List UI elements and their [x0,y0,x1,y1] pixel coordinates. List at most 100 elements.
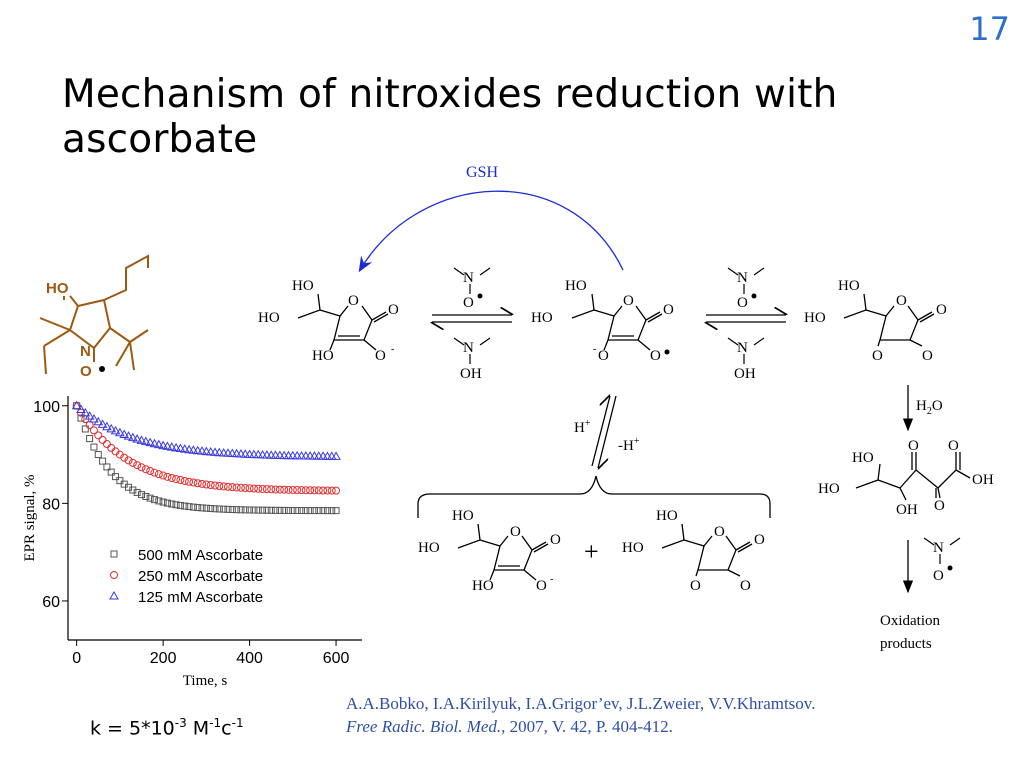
data-point-circle [98,435,107,444]
data-point-circle [319,486,328,495]
data-point-circle [241,484,250,493]
svg-text:O: O [948,438,959,454]
data-point-triangle [89,414,99,423]
data-point-square [103,463,111,471]
data-point-circle [206,481,215,490]
data-point-square [172,501,180,509]
legend-label: 125 mM Ascorbate [138,589,263,606]
data-point-circle [228,483,237,492]
svg-text:H2O: H2O [916,398,943,417]
svg-text:HO: HO [472,578,494,594]
svg-text:HO: HO [531,310,553,326]
data-point-circle [219,482,228,491]
y-tick-label: 80 [42,496,60,513]
gsh-recycling-arrow: GSH [358,164,624,273]
data-point-triangle [158,440,168,450]
data-point-square [315,507,323,515]
plus-sign: + [584,537,599,566]
data-point-triangle [123,431,134,440]
data-point-triangle [71,400,82,410]
legend-marker-circle [110,571,118,579]
data-point-square [254,506,262,514]
svg-text:Oxidation: Oxidation [880,613,940,629]
data-point-circle [327,486,336,495]
data-point-triangle [179,444,190,453]
data-point-circle [262,485,271,494]
x-tick-label: 600 [323,650,350,667]
legend-marker-triangle [109,590,119,600]
svg-text:-: - [391,344,394,355]
data-point-square [155,497,163,505]
data-point-square [150,496,158,504]
data-point-square [116,477,124,485]
data-point-circle [85,420,94,429]
data-point-circle [297,486,306,495]
nitroxide-o-label: O [80,363,92,380]
data-point-square [189,503,197,511]
svg-text:O: O [936,302,947,318]
reference-source: Free Radic. Biol. Med., 2007, V. 42, P. … [346,715,815,738]
data-point-square [276,506,284,514]
data-point-square [138,491,145,499]
ascorbyl-radical-molecule: HO HO O - O O O [531,278,674,364]
data-point-square [259,506,267,514]
data-point-circle [154,470,163,479]
data-point-circle [159,471,168,480]
svg-text:O: O [754,532,765,548]
equilibrium-arrows-1: N O N OH [432,267,512,382]
data-point-triangle [97,419,108,428]
svg-text:OH: OH [460,366,482,382]
equilibrium-arrows-2: N O N OH [706,267,786,382]
data-point-circle [232,483,241,492]
data-point-square [285,506,292,514]
svg-text:O: O [598,348,609,364]
data-point-square [185,503,193,511]
data-point-triangle [102,421,112,431]
svg-text:HO: HO [565,278,587,294]
svg-text:HO: HO [838,278,860,294]
data-point-square [163,499,171,507]
data-point-triangle [145,437,156,447]
data-point-square [237,506,245,514]
rate-constant: k = 5*10-3 M-1c-1 [90,716,244,740]
data-point-circle [267,485,276,494]
data-point-circle [193,479,202,488]
data-point-circle [133,461,142,470]
x-tick-label: 400 [236,650,263,667]
data-point-circle [124,456,133,465]
data-point-circle [167,473,176,482]
svg-text:OH: OH [734,366,756,382]
data-point-square [272,506,280,514]
data-point-square [86,435,94,443]
data-point-circle [176,476,185,485]
data-point-triangle [140,436,151,446]
data-point-circle [306,486,315,495]
data-point-square [280,506,288,514]
data-point-circle [288,485,297,494]
svg-text:O: O [934,498,945,514]
data-point-square [176,501,184,509]
data-point-circle [249,484,258,493]
data-point-square [159,498,167,506]
y-tick-label: 60 [42,594,60,611]
data-point-square [107,468,115,476]
data-point-square [302,507,310,515]
data-point-square [77,414,85,422]
radical-dot [99,366,105,372]
data-point-square [168,500,176,508]
svg-text:N: N [463,270,474,286]
data-point-square [194,504,202,512]
y-tick-label: 100 [33,399,60,416]
svg-text:O: O [737,295,748,311]
x-tick-label: 0 [72,650,81,667]
data-point-square [94,451,102,459]
svg-text:O: O [872,348,883,364]
data-point-triangle [127,432,138,442]
legend-marker-square [110,550,118,558]
svg-text:-: - [550,574,553,585]
data-point-circle [332,486,341,495]
data-point-circle [163,472,172,481]
data-point-square [81,425,89,433]
svg-text:products: products [880,636,932,652]
epr-decay-chart: 60 80 100 0 200 400 600 Time, s EPR signal, % 50… [22,396,362,689]
